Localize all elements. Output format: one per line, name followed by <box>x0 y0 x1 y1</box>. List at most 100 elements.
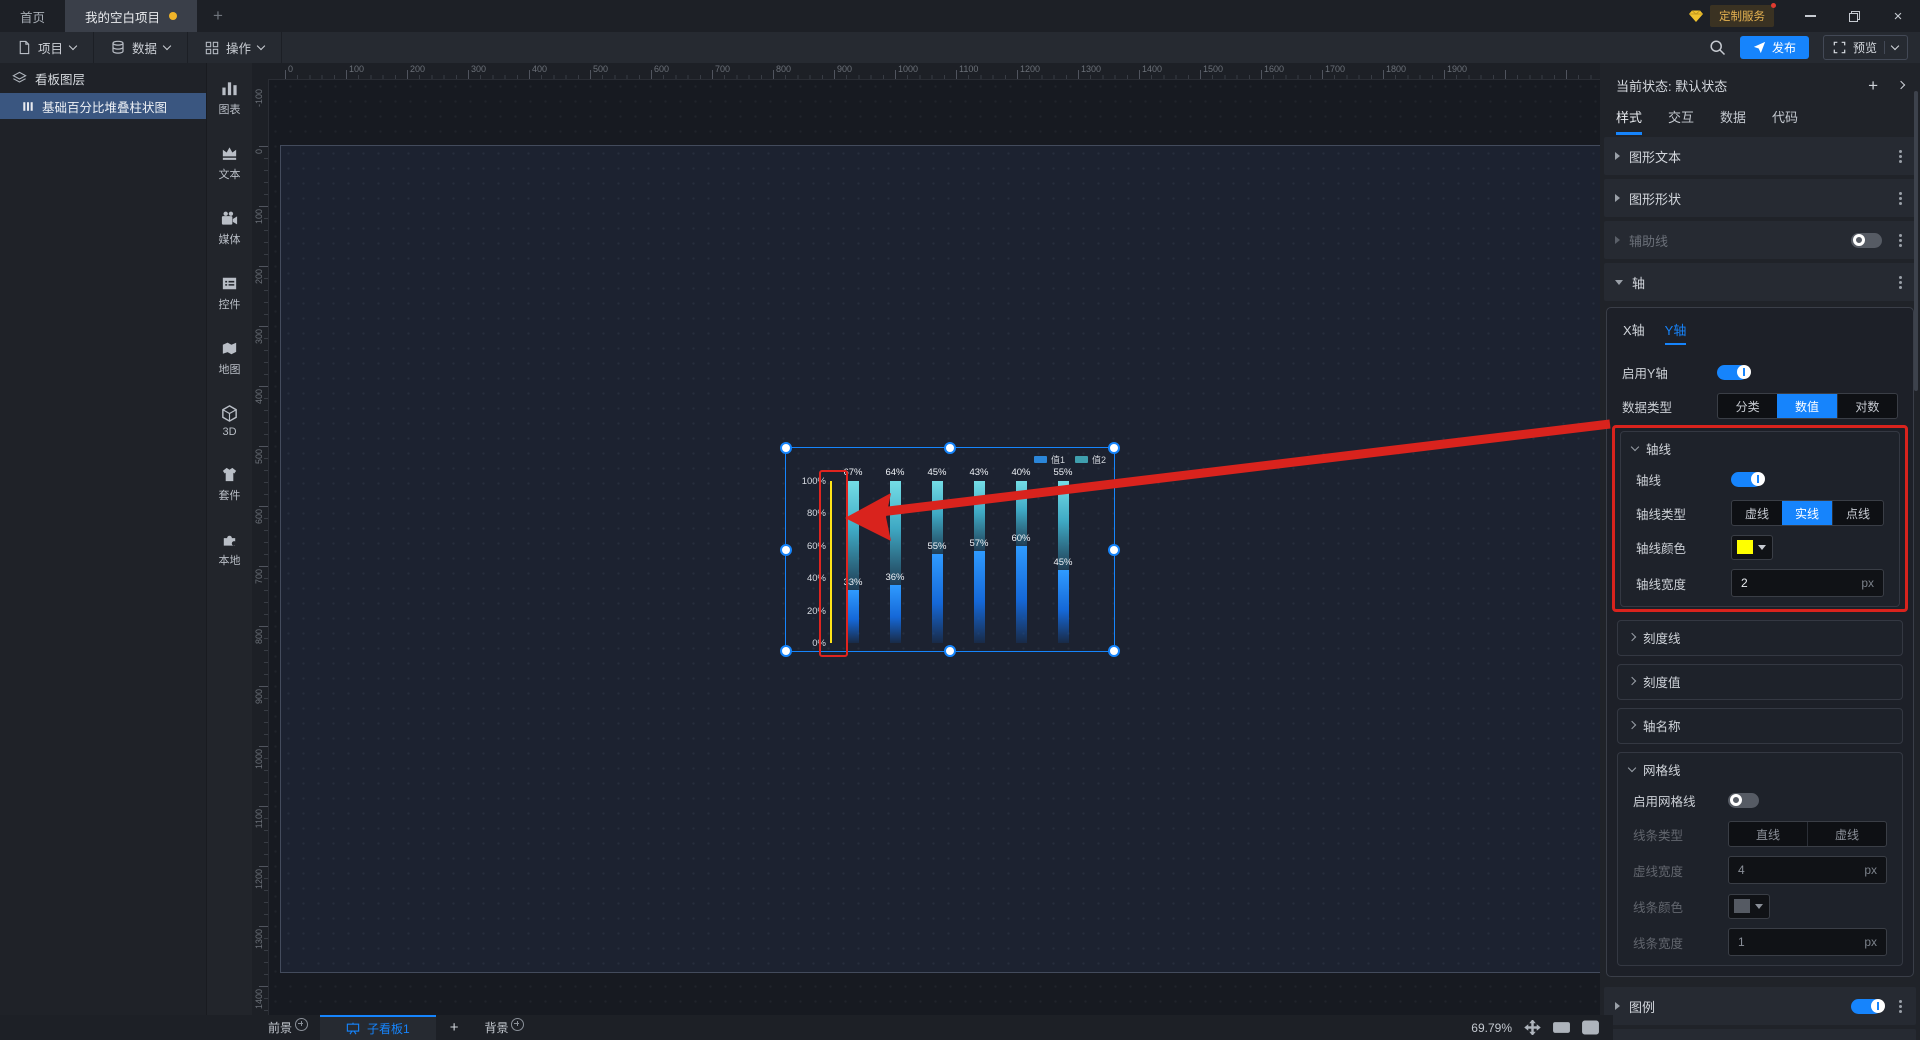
section-legend[interactable]: 图例 <box>1604 987 1916 1025</box>
section-axis[interactable]: 轴 <box>1604 263 1916 301</box>
selection-handle[interactable] <box>1108 442 1120 454</box>
kebab-menu-icon[interactable] <box>1899 238 1902 242</box>
restore-button[interactable] <box>1832 0 1876 32</box>
y-tick-label: 40% <box>806 573 826 585</box>
canvas-area[interactable]: 0 100 200 300 400 500 600 700 800 900 1000 1100 1200… <box>252 63 1600 1015</box>
preview-button[interactable]: 预览 <box>1822 35 1908 60</box>
axis-line-width-input[interactable]: 2 px <box>1731 569 1884 597</box>
close-button[interactable]: × <box>1876 0 1920 32</box>
custom-service-badge[interactable]: 定制服务 <box>1710 3 1776 27</box>
selection-box[interactable]: 值1 值2 100% 80% 60% 40% 20% 0% 67% 33% 64% 36% 45% 55… <box>780 442 1120 657</box>
rail-tool-chart[interactable]: 图表 <box>219 79 241 117</box>
fit-view-icon[interactable] <box>1524 1020 1541 1035</box>
chevron-down-icon <box>68 41 78 51</box>
dash-width-input[interactable]: 4 px <box>1728 856 1887 884</box>
enable-grid-toggle[interactable] <box>1728 792 1759 808</box>
search-icon[interactable] <box>1709 39 1726 56</box>
bar-label-series2: 55% <box>1053 467 1073 478</box>
section-tooltip[interactable]: 提示信息 <box>1604 1029 1916 1040</box>
background-button[interactable]: 背景 <box>472 1015 536 1040</box>
rail-tool-map[interactable]: 地图 <box>219 339 241 377</box>
selection-handle[interactable] <box>780 442 792 454</box>
axis-line-group-header[interactable]: 轴线 <box>1621 434 1899 462</box>
zoom-level[interactable]: 69.79% <box>1471 1020 1512 1035</box>
menu-project[interactable]: 项目 <box>0 32 95 63</box>
add-board-button[interactable]: + <box>449 1019 459 1036</box>
chevron-right-icon[interactable] <box>1896 80 1906 90</box>
legend-item[interactable]: 值1 <box>1033 453 1065 466</box>
segment-option-dotted[interactable]: 点线 <box>1832 501 1883 525</box>
publish-button[interactable]: 发布 <box>1739 36 1809 59</box>
legend-item[interactable]: 值2 <box>1074 453 1106 466</box>
grid-line-color-swatch-fill <box>1734 899 1750 913</box>
terminal-icon[interactable] <box>1582 1020 1599 1035</box>
segment-option-dashed[interactable]: 虚线 <box>1744 506 1769 521</box>
axis-name-group[interactable]: 轴名称 <box>1617 708 1903 744</box>
selection-handle[interactable] <box>944 442 956 454</box>
axis-line-color-swatch[interactable] <box>1731 534 1773 560</box>
enable-y-axis-toggle[interactable] <box>1717 364 1751 380</box>
grid-line-color-swatch[interactable] <box>1728 893 1770 919</box>
segment-option-log[interactable]: 对数 <box>1836 394 1897 418</box>
axis-line-type-row: 轴线类型 虚线 实线 点线 <box>1621 496 1899 530</box>
kebab-menu-icon[interactable] <box>1899 196 1902 200</box>
kebab-menu-icon[interactable] <box>1899 280 1902 284</box>
guide-line-toggle[interactable] <box>1851 232 1882 248</box>
segment-option-solid[interactable]: 实线 <box>1782 501 1832 525</box>
tab-data[interactable]: 数据 <box>1720 110 1747 125</box>
rail-tool-threed[interactable]: 3D <box>220 404 239 438</box>
selection-handle[interactable] <box>1108 645 1120 657</box>
axis-line-color-row: 轴线颜色 <box>1621 530 1899 564</box>
rail-tool-kit[interactable]: 套件 <box>219 465 241 503</box>
menu-actions[interactable]: 操作 <box>188 32 283 63</box>
bar-segment-series1 <box>973 550 985 643</box>
grid-line-group-header[interactable]: 网格线 <box>1618 755 1902 783</box>
tab-code[interactable]: 代码 <box>1772 110 1799 125</box>
rail-tool-widget[interactable]: 控件 <box>219 274 241 312</box>
new-tab-button[interactable]: + <box>213 6 223 25</box>
tab-interaction[interactable]: 交互 <box>1668 110 1695 125</box>
add-circle-icon[interactable] <box>295 1017 309 1031</box>
subboard-tab[interactable]: 子看板1 <box>320 1015 436 1040</box>
tab-y-axis[interactable]: Y轴 <box>1664 320 1687 345</box>
tick-value-group[interactable]: 刻度值 <box>1617 664 1903 700</box>
add-circle-icon[interactable] <box>511 1017 525 1031</box>
selection-handle[interactable] <box>780 543 792 556</box>
grid-line-width-input[interactable]: 1 px <box>1728 928 1887 956</box>
minimize-button[interactable] <box>1788 0 1832 32</box>
kebab-menu-icon[interactable] <box>1899 154 1902 158</box>
legend-toggle[interactable] <box>1851 998 1885 1014</box>
segment-option-dashed[interactable]: 虚线 <box>1807 822 1886 846</box>
threed-icon <box>220 404 239 423</box>
rail-tool-text[interactable]: 文本 <box>219 144 241 182</box>
gem-icon[interactable] <box>1688 8 1704 24</box>
restore-icon <box>1848 10 1860 22</box>
add-state-button[interactable]: + <box>1868 75 1878 95</box>
axis-line-color-swatch-fill <box>1737 540 1753 554</box>
menu-data[interactable]: 数据 <box>94 32 189 63</box>
tab-home[interactable]: 首页 <box>0 0 65 32</box>
tab-project[interactable]: 我的空白项目 <box>65 0 198 32</box>
segment-option-value[interactable]: 数值 <box>1777 394 1837 418</box>
tick-line-group[interactable]: 刻度线 <box>1617 620 1903 656</box>
tab-home-label: 首页 <box>20 10 46 25</box>
tab-style[interactable]: 样式 <box>1616 107 1643 135</box>
foreground-button[interactable]: 前景 <box>256 1015 320 1040</box>
section-graphic-shape[interactable]: 图形形状 <box>1604 179 1916 217</box>
layer-item-stacked-bar[interactable]: 基础百分比堆叠柱状图 <box>0 93 206 119</box>
axis-line-toggle[interactable] <box>1731 471 1765 487</box>
selection-handle[interactable] <box>944 645 956 657</box>
segment-option-straight[interactable]: 直线 <box>1755 827 1780 842</box>
rail-tool-local[interactable]: 本地 <box>219 530 241 568</box>
tab-x-axis[interactable]: X轴 <box>1623 323 1645 338</box>
kebab-menu-icon[interactable] <box>1899 1004 1902 1008</box>
panel-scrollbar[interactable] <box>1914 91 1918 391</box>
selection-handle[interactable] <box>1108 543 1120 556</box>
keyboard-icon[interactable] <box>1553 1020 1570 1035</box>
canvas-body[interactable]: 值1 值2 100% 80% 60% 40% 20% 0% 67% 33% 64% 36% 45% 55… <box>268 79 1600 1015</box>
section-guide-line[interactable]: 辅助线 <box>1604 221 1916 259</box>
selection-handle[interactable] <box>780 645 792 657</box>
segment-option-category[interactable]: 分类 <box>1735 399 1760 414</box>
section-graphic-text[interactable]: 图形文本 <box>1604 137 1916 175</box>
rail-tool-media[interactable]: 媒体 <box>219 209 241 247</box>
